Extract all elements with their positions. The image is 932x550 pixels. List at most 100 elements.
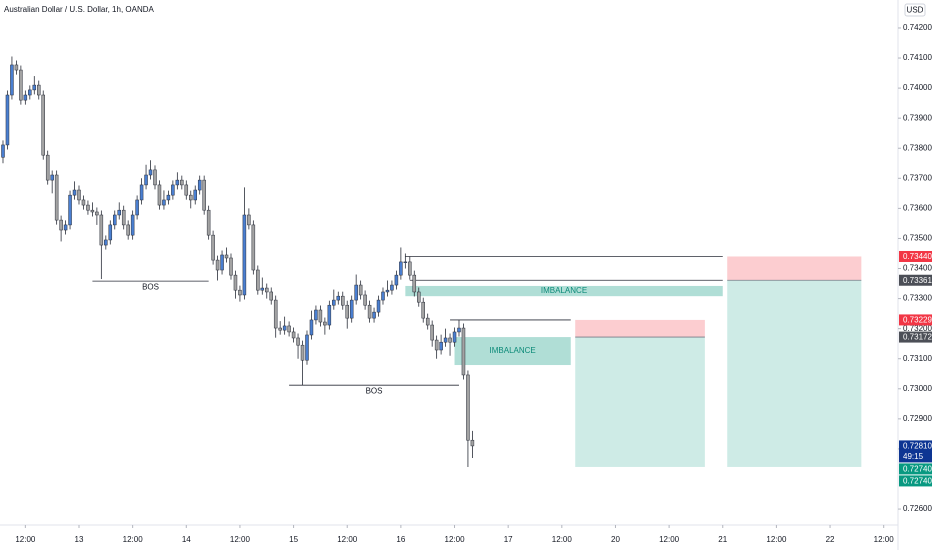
x-tick-label: 12:00 bbox=[552, 535, 573, 544]
y-tick-label: 0.73200 bbox=[903, 324, 932, 333]
candle-body bbox=[202, 179, 206, 211]
imbalance-label: IMBALANCE bbox=[490, 346, 536, 355]
candle-body bbox=[1, 144, 5, 158]
candle-body bbox=[104, 239, 108, 246]
candle-body bbox=[90, 209, 95, 213]
y-tick-label: 0.73000 bbox=[903, 384, 932, 393]
x-tick-label: 12:00 bbox=[15, 535, 36, 544]
y-tick-label: 0.72900 bbox=[903, 414, 932, 423]
candle-body bbox=[327, 304, 332, 326]
y-tick-label: 0.73400 bbox=[903, 264, 932, 273]
candle-body bbox=[408, 261, 412, 276]
candle-body bbox=[206, 209, 211, 236]
candle-body bbox=[45, 154, 50, 181]
y-tick-label: 0.74000 bbox=[903, 83, 932, 92]
candle-body bbox=[390, 284, 394, 291]
target-zone bbox=[575, 337, 705, 467]
candle-body bbox=[470, 439, 475, 447]
candle-body bbox=[99, 214, 104, 246]
candle-body bbox=[77, 189, 81, 201]
candle-body bbox=[126, 224, 130, 236]
candle-body bbox=[394, 274, 399, 286]
x-tick-label: 12:00 bbox=[766, 535, 787, 544]
candle-body bbox=[148, 169, 153, 176]
price-tag bbox=[899, 331, 932, 343]
x-tick-label: 12:00 bbox=[337, 535, 358, 544]
candle-body bbox=[265, 287, 269, 293]
candle-body bbox=[50, 174, 54, 181]
price-tag bbox=[899, 475, 932, 487]
target-zone bbox=[727, 280, 862, 467]
price-tag bbox=[899, 250, 932, 262]
y-tick-label: 0.73800 bbox=[903, 143, 932, 152]
price-tag bbox=[899, 274, 932, 286]
candle-body bbox=[220, 254, 224, 271]
candle-body bbox=[466, 374, 470, 441]
candle-body bbox=[421, 301, 425, 319]
candle-body bbox=[72, 189, 77, 196]
candle-body bbox=[318, 309, 323, 323]
candle-body bbox=[229, 257, 233, 276]
imbalance-label: IMBALANCE bbox=[541, 286, 587, 295]
candle-body bbox=[135, 199, 139, 216]
x-tick-label: 12:00 bbox=[659, 535, 680, 544]
x-tick-label: 17 bbox=[504, 535, 513, 544]
candle-body bbox=[197, 179, 202, 191]
candle-body bbox=[332, 299, 336, 306]
y-tick-label: 0.73900 bbox=[903, 113, 932, 122]
candle-body bbox=[260, 287, 265, 291]
candle-body bbox=[23, 94, 28, 101]
candle-body bbox=[180, 179, 184, 186]
candle-body bbox=[417, 291, 421, 303]
candle-body bbox=[68, 194, 72, 226]
chart-title: Australian Dollar / U.S. Dollar, 1h, OAN… bbox=[4, 5, 154, 14]
candle-body bbox=[425, 317, 430, 326]
imbalance-box bbox=[405, 285, 723, 297]
candle-body bbox=[278, 327, 282, 331]
candle-body bbox=[211, 234, 215, 261]
candle-body bbox=[63, 224, 68, 231]
candle-body bbox=[296, 337, 300, 346]
candle-body bbox=[247, 214, 251, 226]
countdown: 49:15 bbox=[903, 452, 924, 461]
x-tick-label: 21 bbox=[718, 535, 727, 544]
bos-label: BOS bbox=[142, 282, 159, 291]
candle-body bbox=[291, 331, 296, 339]
candle-body bbox=[113, 214, 117, 226]
candle-body bbox=[251, 224, 256, 271]
currency-label[interactable]: USD bbox=[907, 6, 924, 15]
candle-body bbox=[130, 214, 135, 236]
x-tick-label: 12:00 bbox=[123, 535, 144, 544]
candle-body bbox=[452, 331, 457, 343]
candle-body bbox=[144, 174, 148, 186]
candle-body bbox=[434, 339, 439, 351]
x-tick-label: 22 bbox=[826, 535, 835, 544]
candle-body bbox=[19, 69, 23, 101]
currency-box[interactable] bbox=[904, 3, 926, 17]
candle-body bbox=[189, 194, 193, 201]
candle-body bbox=[32, 84, 37, 91]
candle-body bbox=[59, 219, 63, 231]
x-tick-label: 14 bbox=[182, 535, 191, 544]
candle-body bbox=[224, 254, 229, 259]
y-tick-label: 0.74200 bbox=[903, 23, 932, 32]
candle-body bbox=[171, 184, 175, 196]
y-tick-label: 0.73500 bbox=[903, 234, 932, 243]
y-tick-label: 0.72600 bbox=[903, 504, 932, 513]
x-tick-label: 12:00 bbox=[874, 535, 895, 544]
y-tick-label: 0.73600 bbox=[903, 203, 932, 212]
candle-body bbox=[10, 64, 14, 96]
candle-body bbox=[166, 194, 171, 201]
x-tick-label: 15 bbox=[289, 535, 298, 544]
candle-body bbox=[14, 64, 19, 71]
x-tick-label: 12:00 bbox=[445, 535, 466, 544]
candle-body bbox=[461, 327, 466, 376]
candle-body bbox=[448, 337, 452, 343]
candle-body bbox=[37, 84, 41, 96]
candle-body bbox=[117, 209, 121, 216]
candle-body bbox=[157, 184, 162, 206]
y-tick-label: 0.73700 bbox=[903, 173, 932, 182]
candle-body bbox=[443, 337, 448, 343]
